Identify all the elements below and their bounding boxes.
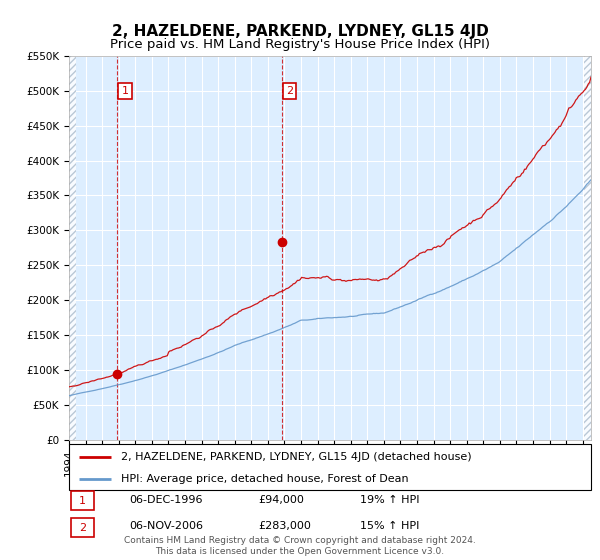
Text: HPI: Average price, detached house, Forest of Dean: HPI: Average price, detached house, Fore… (121, 474, 409, 483)
Text: 2: 2 (79, 522, 86, 533)
Text: 19% ↑ HPI: 19% ↑ HPI (360, 494, 419, 505)
Text: 2, HAZELDENE, PARKEND, LYDNEY, GL15 4JD: 2, HAZELDENE, PARKEND, LYDNEY, GL15 4JD (112, 24, 488, 39)
Text: Contains HM Land Registry data © Crown copyright and database right 2024.
This d: Contains HM Land Registry data © Crown c… (124, 536, 476, 556)
Text: 06-DEC-1996: 06-DEC-1996 (129, 494, 203, 505)
Polygon shape (69, 56, 76, 440)
Text: Price paid vs. HM Land Registry's House Price Index (HPI): Price paid vs. HM Land Registry's House … (110, 38, 490, 50)
Text: £283,000: £283,000 (258, 521, 311, 531)
Text: 1: 1 (122, 86, 128, 96)
Text: 2: 2 (286, 86, 293, 96)
Text: 15% ↑ HPI: 15% ↑ HPI (360, 521, 419, 531)
FancyBboxPatch shape (71, 491, 94, 510)
Text: £94,000: £94,000 (258, 494, 304, 505)
Text: 2, HAZELDENE, PARKEND, LYDNEY, GL15 4JD (detached house): 2, HAZELDENE, PARKEND, LYDNEY, GL15 4JD … (121, 452, 472, 462)
Text: 1: 1 (79, 496, 86, 506)
Polygon shape (584, 56, 591, 440)
FancyBboxPatch shape (69, 444, 591, 490)
Text: 06-NOV-2006: 06-NOV-2006 (129, 521, 203, 531)
FancyBboxPatch shape (71, 518, 94, 537)
